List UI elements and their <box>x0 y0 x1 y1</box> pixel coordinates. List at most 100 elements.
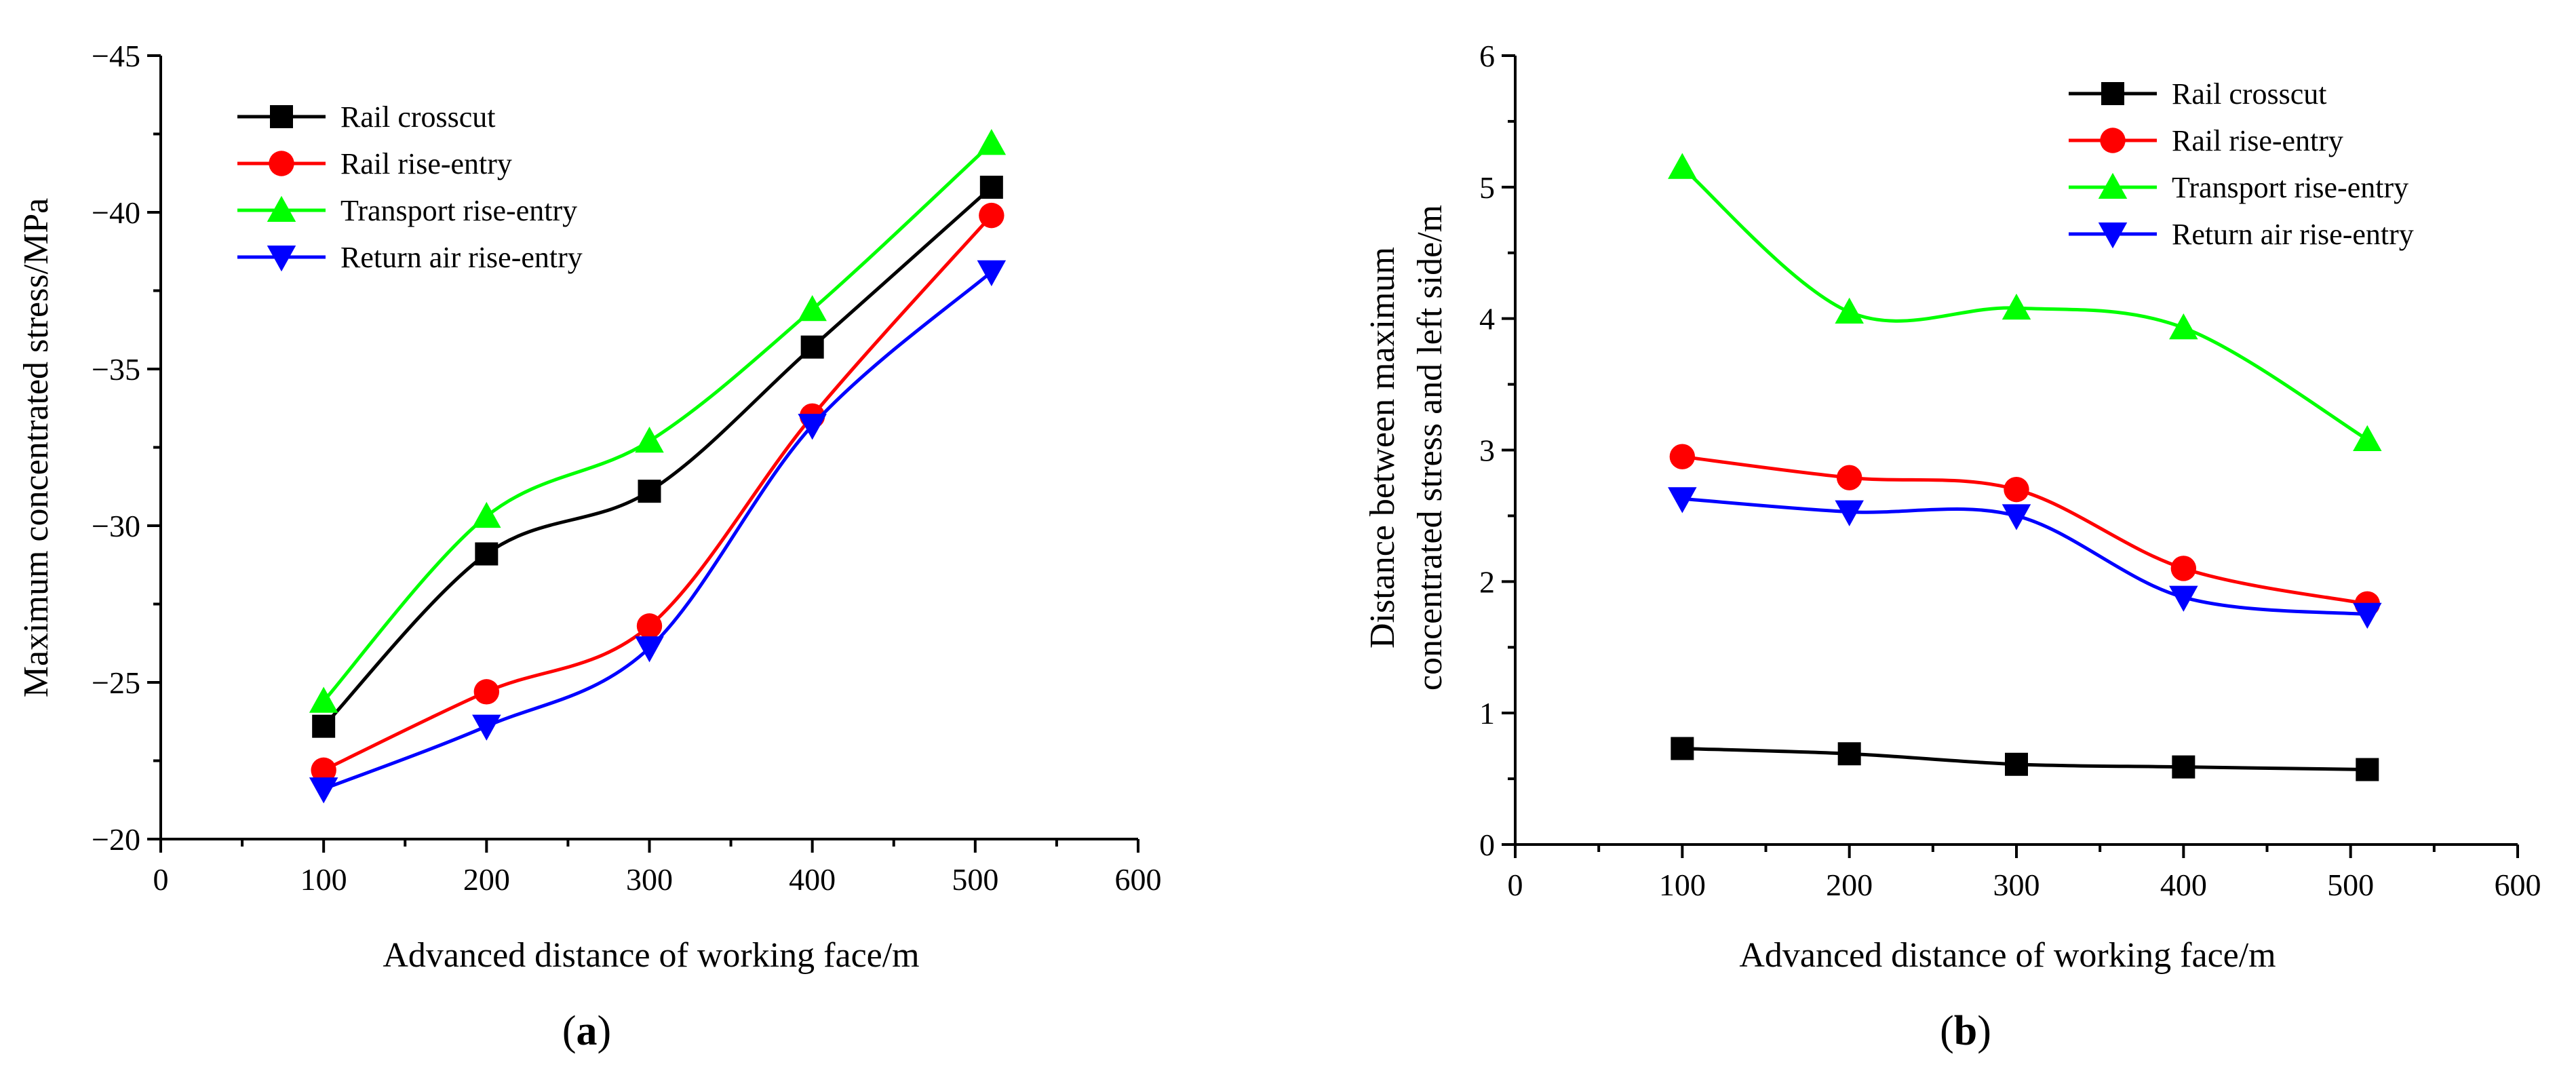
x-tick-label-b: 100 <box>1659 868 1706 902</box>
x-tick-label-a: 100 <box>300 862 347 897</box>
data-point-rail-crosscut-a <box>800 335 824 359</box>
legend-marker-return-air-rise-entry-a <box>267 246 296 272</box>
data-point-return-air-rise-entry-b <box>2169 585 2198 612</box>
data-point-rail-rise-entry-a <box>636 613 663 639</box>
x-tick-label-b: 0 <box>1508 868 1523 902</box>
y-tick-label-b: 6 <box>1479 39 1495 73</box>
data-point-transport-rise-entry-a <box>472 501 501 528</box>
y-axis-title-a: Maximum concentrated stress/MPa <box>17 198 56 698</box>
y-axis-title-b-line1: Distance between maximum <box>1363 247 1402 648</box>
legend-marker-transport-rise-entry-a <box>267 195 296 222</box>
data-point-transport-rise-entry-a <box>635 427 664 453</box>
data-point-rail-crosscut-a <box>638 480 661 503</box>
legend-label-rail-crosscut-a: Rail crosscut <box>340 100 496 134</box>
series-line-return-air-rise-entry-b <box>1682 497 2368 617</box>
data-point-rail-rise-entry-b <box>1669 444 1696 469</box>
caption-open-paren-b: ( <box>1940 1008 1954 1054</box>
legend-marker-rail-rise-entry-b <box>2100 128 2126 153</box>
data-point-transport-rise-entry-a <box>977 129 1007 155</box>
data-point-rail-rise-entry-a <box>979 202 1004 229</box>
data-point-return-air-rise-entry-a <box>798 414 827 440</box>
chart-panel-a: 0 100 200 300 400 500 600 −20 −25 −30 −35 −40 −45 Rai… <box>17 39 1162 1054</box>
caption-close-paren-b: ) <box>1977 1008 1991 1054</box>
y-tick-label-b: 3 <box>1479 433 1495 468</box>
caption-letter-b: b <box>1954 1008 1977 1054</box>
caption-letter-a: a <box>577 1008 598 1054</box>
data-point-return-air-rise-entry-a <box>472 714 501 741</box>
legend-label-rail-crosscut-b: Rail crosscut <box>2172 77 2327 111</box>
caption-close-paren-a: ) <box>598 1008 612 1054</box>
x-tick-label-a: 500 <box>952 862 998 897</box>
data-point-return-air-rise-entry-a <box>309 777 338 804</box>
y-tick-label-a: −35 <box>92 352 140 387</box>
legend-label-return-air-rise-entry-a: Return air rise-entry <box>340 241 583 274</box>
x-tick-label-b: 200 <box>1826 868 1873 902</box>
series-line-transport-rise-entry-b <box>1681 166 2368 442</box>
data-point-return-air-rise-entry-b <box>2353 602 2382 629</box>
y-tick-label-a: −30 <box>92 509 140 543</box>
legend-marker-rail-crosscut-a <box>270 105 293 128</box>
data-point-rail-crosscut-a <box>475 542 499 566</box>
data-point-return-air-rise-entry-b <box>1835 500 1864 526</box>
y-axis-title-b-line2: concentrated stress and left side/m <box>1411 205 1449 691</box>
x-tick-label-b: 500 <box>2327 868 2374 902</box>
y-tick-label-a: −20 <box>92 822 140 857</box>
data-point-rail-rise-entry-a <box>473 679 500 705</box>
legend-marker-rail-rise-entry-a <box>269 151 294 176</box>
caption-open-paren-a: ( <box>562 1008 577 1054</box>
data-point-transport-rise-entry-b <box>1835 297 1864 324</box>
data-point-return-air-rise-entry-b <box>2002 504 2031 530</box>
x-tick-label-b: 300 <box>1993 868 2040 902</box>
y-tick-label-b: 4 <box>1479 302 1495 336</box>
x-tick-label-a: 600 <box>1115 862 1162 897</box>
x-tick-label-b: 400 <box>2160 868 2207 902</box>
data-point-transport-rise-entry-b <box>2353 425 2382 451</box>
data-point-rail-crosscut-b <box>1671 737 1694 760</box>
legend-label-return-air-rise-entry-b: Return air rise-entry <box>2172 218 2414 251</box>
x-tick-label-a: 400 <box>789 862 836 897</box>
series-line-rail-rise-entry-a <box>323 214 993 772</box>
legend-label-transport-rise-entry-a: Transport rise-entry <box>340 194 577 227</box>
y-tick-label-a: −45 <box>92 39 140 73</box>
data-point-return-air-rise-entry-b <box>1668 487 1697 513</box>
data-point-return-air-rise-entry-a <box>977 260 1007 287</box>
data-point-rail-crosscut-b <box>2172 755 2196 779</box>
data-point-transport-rise-entry-b <box>2002 293 2031 320</box>
x-tick-label-a: 300 <box>626 862 673 897</box>
y-tick-label-b: 5 <box>1479 170 1495 205</box>
data-point-transport-rise-entry-a <box>798 294 827 322</box>
data-point-rail-crosscut-b <box>1837 742 1861 766</box>
data-point-transport-rise-entry-b <box>1668 153 1697 179</box>
plot-area-a: 0 100 200 300 400 500 600 −20 −25 −30 −35 −40 −45 Rai… <box>92 39 1161 897</box>
legend-label-rail-rise-entry-b: Rail rise-entry <box>2172 124 2343 157</box>
x-tick-label-b: 600 <box>2495 868 2541 902</box>
x-tick-label-a: 200 <box>463 862 510 897</box>
plot-area-b: 0 100 200 300 400 500 600 0 1 2 3 4 5 6 Rail crosscut R… <box>1479 39 2541 902</box>
x-axis-title-a: Advanced distance of working face/m <box>383 936 919 975</box>
data-point-rail-rise-entry-a <box>311 757 336 783</box>
panel-caption-b: (b) <box>1940 1008 1991 1054</box>
series-line-return-air-rise-entry-a <box>323 270 993 791</box>
data-point-rail-crosscut-a <box>979 176 1003 199</box>
legend-label-transport-rise-entry-b: Transport rise-entry <box>2172 171 2408 204</box>
data-point-rail-crosscut-a <box>312 714 336 738</box>
series-line-rail-rise-entry-b <box>1682 454 2368 606</box>
data-point-rail-rise-entry-b <box>2004 476 2029 503</box>
data-point-rail-rise-entry-b <box>2170 556 2197 581</box>
x-tick-label-a: 0 <box>153 862 169 897</box>
y-tick-label-a: −40 <box>92 195 140 230</box>
data-point-rail-crosscut-b <box>2005 752 2028 776</box>
data-point-rail-crosscut-b <box>2356 758 2379 781</box>
data-point-return-air-rise-entry-a <box>635 636 664 663</box>
data-point-transport-rise-entry-a <box>309 686 338 713</box>
y-tick-label-b: 0 <box>1479 828 1495 862</box>
data-point-transport-rise-entry-b <box>2169 313 2198 340</box>
legend-marker-rail-crosscut-b <box>2101 82 2124 105</box>
legend-label-rail-rise-entry-a: Rail rise-entry <box>340 147 512 180</box>
legend-marker-transport-rise-entry-b <box>2098 172 2128 199</box>
chart-panel-b: 0 100 200 300 400 500 600 0 1 2 3 4 5 6 Rail crosscut R… <box>1363 39 2541 1054</box>
x-axis-title-b: Advanced distance of working face/m <box>1739 936 2276 975</box>
legend-marker-return-air-rise-entry-b <box>2098 222 2128 249</box>
y-tick-label-a: −25 <box>92 665 140 700</box>
